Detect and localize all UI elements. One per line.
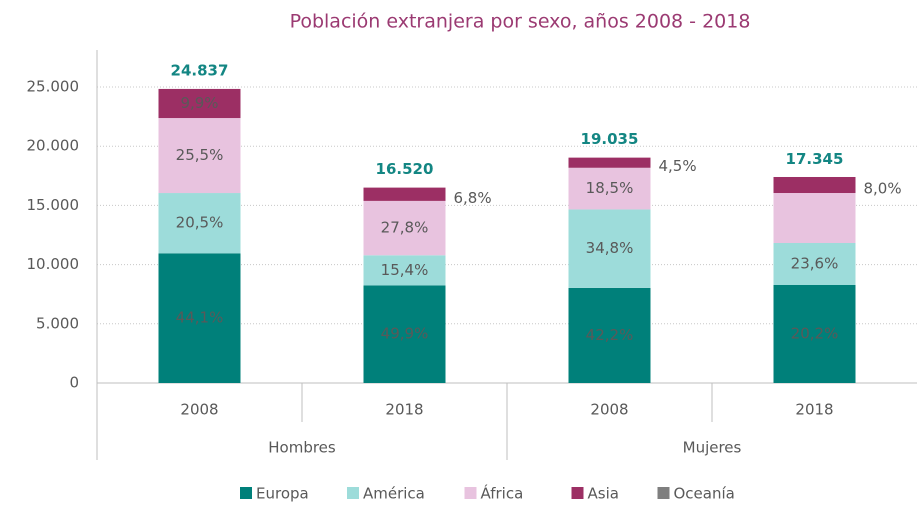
x-tick-label: 2008 xyxy=(590,401,628,419)
data-label: 34,8% xyxy=(586,239,634,257)
legend-swatch xyxy=(464,487,477,499)
total-label: 16.520 xyxy=(376,160,434,178)
data-label: 23,6% xyxy=(791,255,839,273)
y-tick-label: 0 xyxy=(69,374,79,392)
x-tick-label: 2018 xyxy=(795,401,833,419)
data-label: 4,5% xyxy=(659,157,697,175)
bar-segment xyxy=(158,88,241,119)
bar-segment xyxy=(773,285,856,383)
bar-segment xyxy=(158,253,241,383)
x-tick-label: 2008 xyxy=(180,401,218,419)
y-tick-label: 15.000 xyxy=(27,196,80,214)
y-tick-label: 25.000 xyxy=(27,78,80,96)
data-label: 27,8% xyxy=(381,219,429,237)
bar-segment xyxy=(363,200,446,256)
total-label: 17.345 xyxy=(786,150,844,168)
data-label: 20,2% xyxy=(791,325,839,343)
data-label: 15,4% xyxy=(381,261,429,279)
bar-segment xyxy=(568,167,651,210)
y-tick-label: 20.000 xyxy=(27,137,80,155)
group-label: Hombres xyxy=(268,439,336,457)
legend-label: América xyxy=(363,485,425,503)
bar-segment xyxy=(363,255,446,286)
bar-segment xyxy=(568,287,651,383)
legend-swatch xyxy=(240,487,252,499)
data-label: 8,0% xyxy=(864,179,902,197)
data-label: 42,2% xyxy=(586,326,634,344)
y-tick-label: 5.000 xyxy=(36,314,79,332)
x-tick-label: 2018 xyxy=(385,401,423,419)
chart-title: Población extranjera por sexo, años 2008… xyxy=(290,11,751,33)
bar-segment xyxy=(773,243,856,286)
group-label: Mujeres xyxy=(683,439,742,457)
legend-swatch xyxy=(571,487,584,499)
legend-label: África xyxy=(481,484,524,503)
total-label: 24.837 xyxy=(171,61,229,79)
bar-segment xyxy=(568,157,651,168)
data-label: 18,5% xyxy=(586,179,634,197)
bar-segment xyxy=(773,193,856,244)
data-label: 9,9% xyxy=(180,94,218,112)
legend-swatch xyxy=(657,487,670,499)
data-label: 20,5% xyxy=(176,214,224,232)
bar-segment xyxy=(363,285,446,383)
bar-segment xyxy=(568,209,651,288)
data-label: 44,1% xyxy=(176,309,224,327)
y-tick-label: 10.000 xyxy=(27,255,80,273)
legend-swatch xyxy=(347,487,359,499)
data-label: 49,9% xyxy=(381,325,429,343)
legend-label: Asia xyxy=(588,485,619,503)
data-label: 25,5% xyxy=(176,146,224,164)
legend-label: Oceanía xyxy=(674,485,735,503)
bar-segment xyxy=(773,176,856,194)
data-label: 6,8% xyxy=(454,189,492,207)
bar-segment xyxy=(158,193,241,254)
bar-segment xyxy=(158,118,241,194)
legend-label: Europa xyxy=(256,485,309,503)
bar-segment xyxy=(363,187,446,201)
total-label: 19.035 xyxy=(581,130,639,148)
